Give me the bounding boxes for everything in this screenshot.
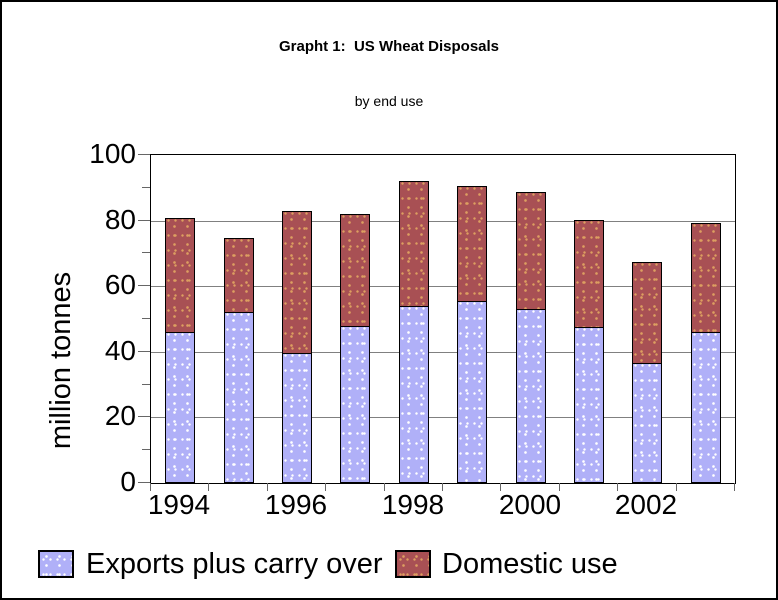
bar-1996-exports: [282, 353, 312, 483]
gridline-60: [151, 286, 735, 287]
x-tick-label-1994: 1994: [147, 489, 211, 520]
bar-2000-domestic: [516, 192, 546, 310]
x-tick-8: [617, 483, 618, 491]
y-tick-60: [138, 285, 150, 286]
gridline-20: [151, 417, 735, 418]
y-tick-100: [138, 154, 150, 155]
bar-1999-exports: [457, 301, 487, 483]
bar-1997-domestic: [340, 214, 370, 327]
bar-2001-exports: [574, 327, 604, 483]
chart-subtitle: by end use: [354, 93, 424, 109]
y-tick-40: [138, 351, 150, 352]
bar-1995-domestic: [224, 238, 254, 313]
y-tick-label-20: 20: [104, 400, 136, 431]
legend-label-exports: Exports plus carry over: [86, 548, 383, 580]
bar-1996-domestic: [282, 211, 312, 354]
bar-2002-exports: [632, 363, 662, 483]
y-tick-30: [142, 384, 150, 385]
bar-2001-domestic: [574, 220, 604, 328]
bar-1998-domestic: [399, 181, 429, 307]
x-tick-5: [442, 483, 443, 491]
legend: Exports plus carry over Domestic use: [2, 548, 778, 584]
x-tick-label-1996: 1996: [264, 489, 328, 520]
x-tick-label-2000: 2000: [498, 489, 562, 520]
x-tick-0: [150, 483, 151, 491]
legend-swatch-exports: [38, 550, 74, 578]
bar-1994-exports: [165, 332, 195, 483]
bar-2000-exports: [516, 309, 546, 483]
gridline-40: [151, 352, 735, 353]
y-tick-10: [142, 449, 150, 450]
y-tick-50: [142, 318, 150, 319]
bar-2003-domestic: [691, 223, 721, 333]
chart-title: Grapht 1: US Wheat Disposals: [278, 38, 500, 55]
y-tick-label-80: 80: [104, 204, 136, 235]
x-tick-9: [676, 483, 677, 491]
y-tick-20: [138, 416, 150, 417]
y-tick-label-100: 100: [89, 138, 136, 169]
bar-2002-domestic: [632, 262, 662, 364]
bar-1998-exports: [399, 306, 429, 483]
x-tick-10: [734, 483, 735, 491]
x-tick-3: [325, 483, 326, 491]
bar-1999-domestic: [457, 186, 487, 302]
x-tick-7: [559, 483, 560, 491]
x-tick-6: [500, 483, 501, 491]
bar-2003-exports: [691, 332, 721, 483]
x-tick-2: [267, 483, 268, 491]
x-tick-label-2002: 2002: [614, 489, 678, 520]
x-tick-label-1998: 1998: [381, 489, 445, 520]
y-tick-90: [142, 187, 150, 188]
plot-area: [150, 154, 736, 484]
y-tick-label-60: 60: [104, 269, 136, 300]
bar-1997-exports: [340, 326, 370, 483]
y-tick-label-40: 40: [104, 335, 136, 366]
legend-swatch-domestic: [395, 550, 431, 578]
y-tick-70: [142, 252, 150, 253]
x-tick-1: [208, 483, 209, 491]
y-tick-80: [138, 220, 150, 221]
gridline-80: [151, 221, 735, 222]
bar-1994-domestic: [165, 218, 195, 333]
y-tick-label-0: 0: [120, 466, 136, 497]
y-tick-0: [138, 482, 150, 483]
bar-1995-exports: [224, 312, 254, 483]
x-tick-4: [384, 483, 385, 491]
legend-label-domestic: Domestic use: [442, 548, 618, 580]
